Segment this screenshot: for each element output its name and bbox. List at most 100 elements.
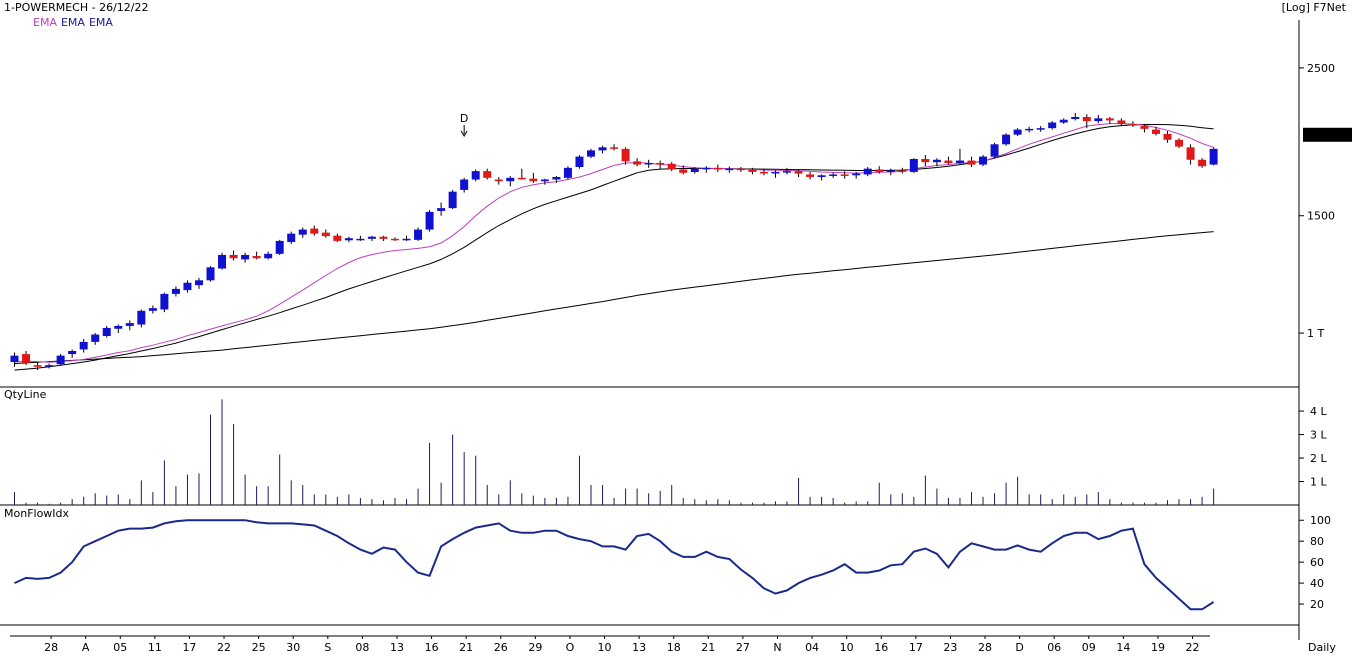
candle-body bbox=[137, 310, 146, 325]
candle-body bbox=[587, 150, 595, 157]
candle-body bbox=[425, 211, 434, 230]
x-tick-label: 17 bbox=[909, 641, 923, 654]
dividend-annotation-label: D bbox=[460, 112, 468, 125]
candle-body bbox=[863, 168, 872, 175]
x-tick-label: 18 bbox=[667, 641, 681, 654]
candle-body bbox=[529, 178, 538, 182]
candle-body bbox=[886, 170, 895, 172]
candle-body bbox=[471, 171, 480, 180]
candle-body bbox=[921, 158, 930, 163]
candle-body bbox=[344, 238, 353, 241]
mfi-y-tick-label: 20 bbox=[1310, 598, 1324, 611]
candle-body bbox=[1209, 148, 1218, 165]
candle-body bbox=[1094, 118, 1103, 122]
candle-body bbox=[990, 144, 999, 157]
candle-body bbox=[390, 238, 399, 241]
candle-body bbox=[414, 229, 423, 240]
x-tick-label: 13 bbox=[632, 641, 646, 654]
candle-body bbox=[171, 288, 180, 294]
candle-body bbox=[1013, 129, 1022, 135]
x-tick-label: 21 bbox=[459, 641, 473, 654]
candle-body bbox=[1071, 116, 1080, 120]
candle-body bbox=[690, 168, 699, 172]
candle-body bbox=[967, 160, 976, 165]
x-tick-label: 30 bbox=[286, 641, 300, 654]
candle-body bbox=[494, 179, 503, 182]
candle-body bbox=[1105, 118, 1114, 121]
candle-body bbox=[875, 169, 884, 172]
candle-body bbox=[540, 179, 549, 182]
last-price-label: 1984.25 bbox=[1306, 129, 1352, 142]
timeframe-label: Daily bbox=[1308, 641, 1336, 654]
candle-body bbox=[45, 365, 54, 367]
x-tick-label: D bbox=[1015, 641, 1023, 654]
candle-body bbox=[1128, 123, 1137, 126]
candle-body bbox=[909, 158, 918, 172]
candle-body bbox=[125, 323, 134, 326]
candle-body bbox=[1059, 119, 1068, 123]
candle-body bbox=[1140, 126, 1149, 129]
candle-body bbox=[448, 191, 457, 209]
price-y-tick-label: 1 T bbox=[1307, 327, 1324, 340]
candle-body bbox=[287, 233, 296, 242]
candle-body bbox=[79, 341, 88, 350]
x-tick-label: 09 bbox=[1082, 641, 1096, 654]
dividend-arrow-head bbox=[460, 130, 468, 137]
x-tick-label: 23 bbox=[943, 641, 957, 654]
x-tick-label: 06 bbox=[1047, 641, 1061, 654]
volume-y-tick-label: 4 L bbox=[1310, 405, 1327, 418]
candle-body bbox=[1198, 159, 1207, 167]
candle-body bbox=[379, 236, 388, 239]
candle-body bbox=[91, 334, 100, 342]
candle-body bbox=[783, 171, 792, 173]
x-tick-label: 28 bbox=[44, 641, 58, 654]
ema-mid-label: EMA bbox=[60, 16, 85, 29]
price-y-tick-label: 2500 bbox=[1307, 62, 1335, 75]
candle-body bbox=[22, 354, 31, 363]
candle-body bbox=[1082, 116, 1091, 122]
x-tick-label: 05 bbox=[113, 641, 127, 654]
x-tick-label: 08 bbox=[355, 641, 369, 654]
candle-body bbox=[506, 177, 515, 182]
last-price-tag bbox=[1303, 127, 1352, 142]
volume-y-tick-label: 1 L bbox=[1310, 476, 1327, 489]
x-tick-label: 17 bbox=[182, 641, 196, 654]
volume-panel-label: QtyLine bbox=[4, 388, 47, 401]
candle-body bbox=[517, 177, 526, 180]
x-tick-label: 04 bbox=[805, 641, 819, 654]
price-y-tick-label: 1500 bbox=[1307, 210, 1335, 223]
candle-body bbox=[955, 160, 964, 163]
ema-slow-line bbox=[14, 231, 1214, 365]
candle-body bbox=[829, 174, 838, 176]
candle-body bbox=[771, 171, 780, 174]
candle-body bbox=[68, 350, 77, 355]
ema-fast-line bbox=[14, 122, 1214, 363]
candle-body bbox=[1117, 120, 1126, 124]
candle-body bbox=[437, 208, 446, 211]
x-tick-label: 16 bbox=[874, 641, 888, 654]
candle-body bbox=[264, 253, 273, 259]
ema-slow-label: EMA bbox=[88, 16, 113, 29]
x-tick-label: A bbox=[82, 641, 90, 654]
candle-body bbox=[241, 254, 250, 260]
candle-body bbox=[552, 176, 561, 180]
candle-body bbox=[102, 327, 111, 336]
candle-body bbox=[33, 365, 42, 367]
candle-body bbox=[321, 232, 330, 237]
volume-y-tick-label: 3 L bbox=[1310, 429, 1327, 442]
x-tick-label: 21 bbox=[701, 641, 715, 654]
candle-body bbox=[794, 171, 803, 174]
candle-body bbox=[114, 325, 123, 329]
candle-body bbox=[679, 169, 688, 173]
mfi-y-tick-label: 100 bbox=[1310, 514, 1331, 527]
x-tick-label: 19 bbox=[1151, 641, 1165, 654]
candle-body bbox=[298, 229, 307, 235]
candle-body bbox=[194, 280, 203, 286]
x-tick-label: 28 bbox=[978, 641, 992, 654]
x-tick-label: 26 bbox=[494, 641, 508, 654]
ema-fast-label: EMA bbox=[33, 16, 57, 29]
scale-info: [Log] F7Net bbox=[1281, 1, 1346, 14]
candle-body bbox=[944, 160, 953, 163]
candle-body bbox=[1186, 147, 1195, 160]
